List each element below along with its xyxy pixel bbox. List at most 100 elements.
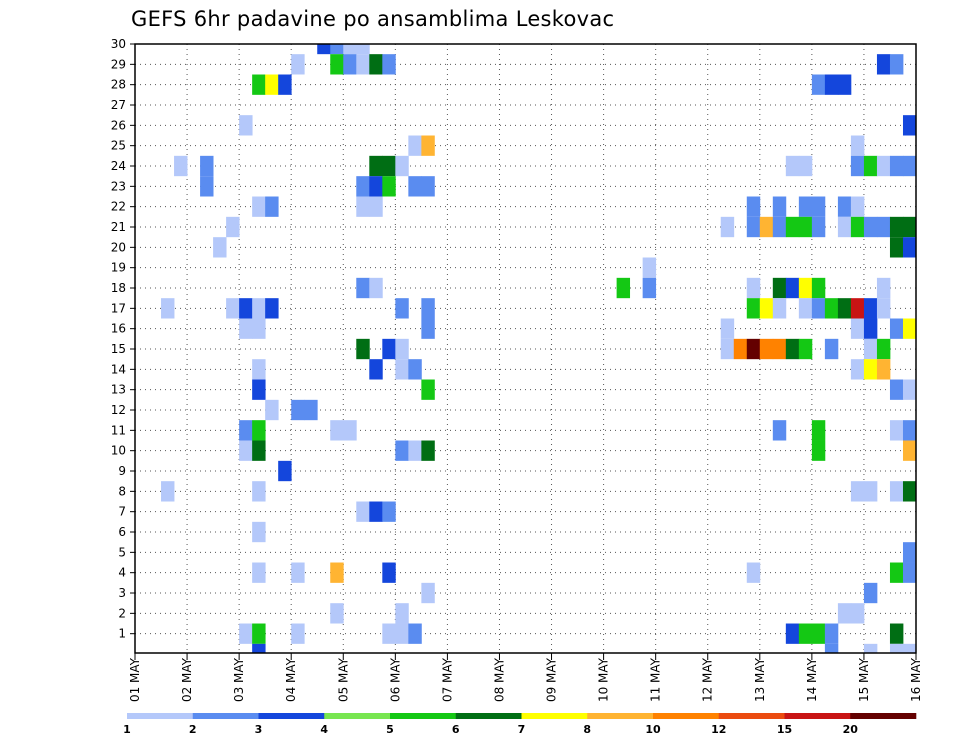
heat-cell <box>382 623 396 644</box>
scale-label: 15 <box>777 723 792 736</box>
heat-cell <box>239 318 253 339</box>
x-tick-label: 16 MAY <box>909 657 923 702</box>
heat-cell <box>785 338 800 360</box>
x-axis: 01 MAY 02 MAY 03 MAY 04 MAY 05 MAY 06 MAY 07 M… <box>128 653 923 702</box>
heat-cell <box>772 338 787 360</box>
heat-cell <box>798 155 813 177</box>
heat-cell <box>395 623 409 644</box>
heat-cell <box>746 298 761 319</box>
heat-cell <box>850 359 865 380</box>
heat-cell <box>902 216 917 238</box>
heat-cell <box>889 562 904 583</box>
heat-cell <box>746 216 761 238</box>
heat-cell <box>291 623 305 644</box>
y-tick-label: 3 <box>118 586 126 600</box>
heat-cell <box>902 481 917 502</box>
heat-cell <box>824 338 839 360</box>
y-tick-label: 2 <box>118 606 126 620</box>
heat-cell <box>239 420 253 441</box>
heat-cell <box>876 277 891 299</box>
heat-cell <box>902 542 917 563</box>
x-tick-label: 05 MAY <box>336 657 350 702</box>
heat-cell <box>421 379 435 400</box>
y-tick-label: 5 <box>118 545 126 559</box>
heat-cell <box>421 440 435 461</box>
heat-cell <box>343 44 357 55</box>
cell-layer <box>161 44 917 653</box>
heat-cell <box>876 155 891 177</box>
heat-cell <box>330 562 344 583</box>
heat-cell <box>785 623 800 644</box>
heat-cell <box>161 481 175 502</box>
y-tick-label: 28 <box>111 78 126 92</box>
heat-cell <box>837 603 852 624</box>
scale-swatch <box>718 713 785 719</box>
heat-cell <box>772 277 787 299</box>
heat-cell <box>265 298 279 319</box>
scale-swatch <box>324 713 391 719</box>
heat-cell <box>837 298 852 319</box>
heat-cell <box>863 318 878 339</box>
y-tick-label: 16 <box>111 322 126 336</box>
heat-cell <box>382 176 396 197</box>
heat-cell <box>863 582 878 604</box>
y-tick-label: 29 <box>111 57 126 71</box>
y-tick-label: 26 <box>111 118 126 132</box>
scale-swatch <box>258 713 325 719</box>
heat-cell <box>798 298 813 319</box>
heat-cell <box>889 643 904 653</box>
y-tick-label: 21 <box>111 220 126 234</box>
heat-cell <box>330 54 344 75</box>
heat-cell <box>798 277 813 299</box>
heat-cell <box>239 298 253 319</box>
heat-cell <box>408 359 422 380</box>
scale-label: 10 <box>645 723 661 736</box>
heat-cell <box>330 420 344 441</box>
heat-cell <box>889 379 904 400</box>
heat-cell <box>239 440 253 461</box>
heat-cell <box>213 237 227 258</box>
heat-cell <box>356 338 370 360</box>
heat-cell <box>239 115 253 136</box>
heat-cell <box>252 643 266 653</box>
heat-cell <box>889 54 904 75</box>
x-tick-label: 10 MAY <box>597 657 611 702</box>
heat-cell <box>837 216 852 238</box>
heat-cell <box>785 216 800 238</box>
heat-cell <box>395 298 409 319</box>
x-tick-label: 02 MAY <box>180 657 194 702</box>
heat-cell <box>837 74 852 95</box>
heat-cell <box>616 277 631 299</box>
heat-cell <box>720 318 735 339</box>
heat-cell <box>772 196 787 217</box>
y-tick-label: 10 <box>111 444 126 458</box>
heat-cell <box>382 155 396 177</box>
heat-cell <box>252 481 266 502</box>
heat-cell <box>720 338 735 360</box>
heat-cell <box>876 216 891 238</box>
heat-cell <box>824 643 839 653</box>
heat-cell <box>785 277 800 299</box>
heat-cell <box>811 298 826 319</box>
heat-cell <box>382 54 396 75</box>
heat-cell <box>902 155 917 177</box>
heat-cell <box>837 196 852 217</box>
x-tick-label: 14 MAY <box>805 657 819 702</box>
heat-cell <box>408 623 422 644</box>
heat-cell <box>421 582 435 604</box>
scale-swatch <box>653 713 720 719</box>
heat-cell <box>876 298 891 319</box>
y-tick-label: 23 <box>111 179 126 193</box>
x-tick-label: 12 MAY <box>701 657 715 702</box>
heat-cell <box>863 643 878 653</box>
heat-cell <box>902 440 917 461</box>
heat-cell <box>798 216 813 238</box>
heat-cell <box>876 359 891 380</box>
heat-cell <box>811 420 826 441</box>
heat-cell <box>395 338 409 360</box>
x-tick-label: 01 MAY <box>128 657 142 702</box>
heat-cell <box>356 501 370 522</box>
heat-cell <box>759 338 774 360</box>
scale-label: 7 <box>518 723 526 736</box>
heat-cell <box>265 399 279 421</box>
